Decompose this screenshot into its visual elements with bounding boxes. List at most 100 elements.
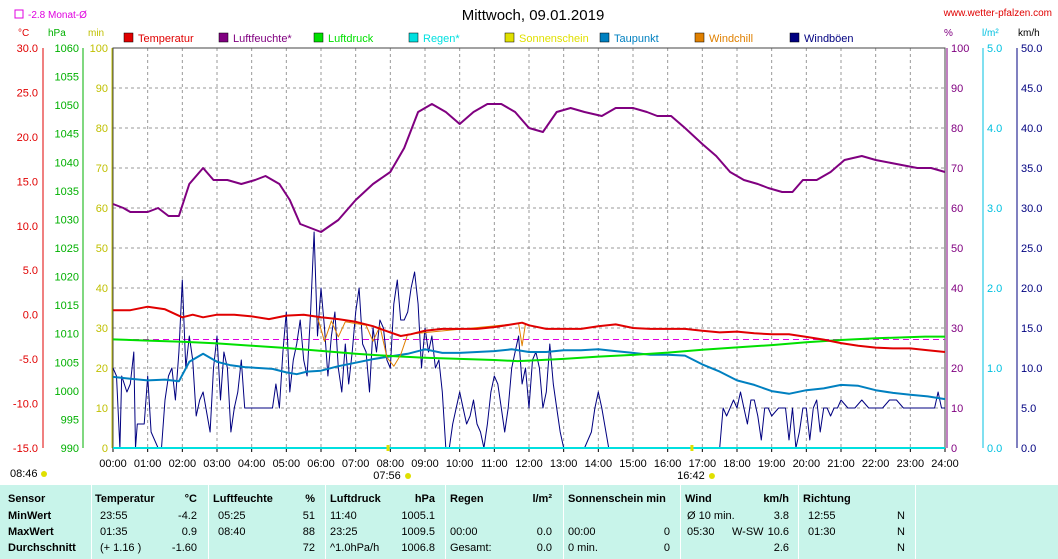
x-tick-label: 24:00	[931, 458, 959, 470]
legend-swatch	[218, 32, 229, 43]
x-tick-label: 12:00	[515, 458, 543, 470]
stats-dir-value: N	[897, 526, 905, 538]
stats-header: Sensor	[8, 493, 46, 505]
sunshine-tick-label: 40	[96, 283, 108, 295]
x-tick-label: 01:00	[134, 458, 162, 470]
x-tick-label: 21:00	[827, 458, 855, 470]
x-tick-label: 08:00	[377, 458, 405, 470]
wind-tick-label: 35.0	[1021, 163, 1042, 175]
stats-hum-value: 51	[302, 510, 315, 522]
pressure-tick-label: 1000	[55, 386, 79, 398]
stats-row-label: MinWert	[8, 510, 52, 522]
humidity-unit: %	[944, 28, 953, 39]
temperature-tick-label: -10.0	[13, 399, 38, 411]
stats-hum-value: 88	[302, 526, 315, 538]
pressure-tick-label: 1005	[55, 357, 79, 369]
stats-wind-value: 3.8	[773, 510, 789, 522]
wind-tick-label: 50.0	[1021, 43, 1042, 55]
legend-swatch	[408, 32, 419, 43]
sunset-time: 16:42	[677, 470, 705, 482]
stats-dir-time: 01:30	[808, 526, 836, 538]
legend-label: Windchill	[709, 33, 753, 45]
stats-temp-value: 0.9	[181, 526, 197, 538]
temperature-tick-label: 30.0	[17, 43, 38, 55]
temperature-tick-label: -5.0	[19, 354, 38, 366]
stats-temp-time: 01:35	[100, 526, 128, 538]
wind-tick-label: 15.0	[1021, 323, 1042, 335]
humidity-tick-label: 30	[951, 323, 963, 335]
legend-swatch	[504, 32, 515, 43]
legend-swatch	[694, 32, 705, 43]
stats-divider	[798, 485, 799, 559]
stats-header-unit: l/m²	[532, 493, 552, 505]
stats-press-time: 23:25	[330, 526, 358, 538]
x-tick-label: 18:00	[723, 458, 751, 470]
stats-press-value: 1009.5	[401, 526, 435, 538]
stats-divider	[91, 485, 92, 559]
sunshine-tick-label: 80	[96, 123, 108, 135]
chart-series	[112, 103, 946, 449]
stats-row-label: MaxWert	[8, 526, 54, 538]
pressure-tick-label: 1055	[55, 72, 79, 84]
legend-swatch	[599, 32, 610, 43]
x-tick-label: 04:00	[238, 458, 266, 470]
x-tick-label: 05:00	[273, 458, 301, 470]
x-tick-label: 17:00	[689, 458, 717, 470]
pressure-tick-label: 1060	[55, 43, 79, 55]
sunshine-tick-label: 50	[96, 243, 108, 255]
wind-tick-label: 45.0	[1021, 83, 1042, 95]
pressure-tick-label: 1050	[55, 100, 79, 112]
stats-press-value: 1005.1	[401, 510, 435, 522]
rain-unit: l/m²	[982, 28, 999, 39]
monthly-avg-label: -2.8 Monat-Ø	[28, 10, 87, 21]
sunshine-tick-label: 70	[96, 163, 108, 175]
stats-sun-time: 0 min.	[568, 542, 598, 554]
wind-tick-label: 20.0	[1021, 283, 1042, 295]
legend-label: Sonnenschein	[519, 33, 589, 45]
series-line-luftfeuchte	[112, 103, 946, 233]
sunrise-sun-icon	[405, 473, 412, 479]
website-url[interactable]: www.wetter-pfalzen.com	[943, 8, 1052, 19]
stats-dir-time: 12:55	[808, 510, 836, 522]
legend-label: Luftdruck	[328, 33, 374, 45]
wind-tick-label: 5.0	[1021, 403, 1036, 415]
series-line-temperatur	[113, 305, 946, 353]
stats-sun-time: 00:00	[568, 526, 596, 538]
humidity-tick-label: 90	[951, 83, 963, 95]
rain-tick-label: 3.0	[987, 203, 1002, 215]
stats-header-unit: °C	[184, 493, 197, 505]
legend-label: Taupunkt	[614, 33, 659, 45]
stats-wind-direction: W-SW	[732, 526, 764, 538]
stats-press-value: 1006.8	[401, 542, 435, 554]
rain-tick-label: 2.0	[987, 283, 1002, 295]
stats-header: Sonnenschein min	[568, 493, 666, 505]
x-tick-label: 00:00	[99, 458, 127, 470]
stats-divider	[915, 485, 916, 559]
stats-wind-time: Ø 10 min.	[687, 510, 735, 522]
pressure-tick-label: 1045	[55, 129, 79, 141]
stats-wind-value: 10.6	[767, 526, 789, 538]
stats-header: Wind	[685, 493, 712, 505]
x-tick-label: 06:00	[307, 458, 335, 470]
stats-header-unit: %	[305, 493, 315, 505]
stats-temp-value: -1.60	[171, 542, 197, 554]
stats-rain-value: 0.0	[536, 542, 552, 554]
x-tick-label: 13:00	[550, 458, 578, 470]
legend-label: Luftfeuchte*	[233, 33, 292, 45]
pressure-tick-label: 1040	[55, 157, 79, 169]
stats-header: Luftdruck	[330, 493, 381, 505]
sunshine-tick-label: 0	[102, 443, 108, 455]
sunshine-tick-label: 10	[96, 403, 108, 415]
sunset-sun-icon	[708, 473, 715, 479]
sunshine-tick-label: 60	[96, 203, 108, 215]
legend-swatch	[123, 32, 134, 43]
x-tick-label: 14:00	[585, 458, 613, 470]
wind-tick-label: 30.0	[1021, 203, 1042, 215]
pressure-tick-label: 990	[61, 443, 79, 455]
sunshine-unit: min	[88, 28, 104, 39]
stats-divider	[325, 485, 326, 559]
x-tick-label: 23:00	[897, 458, 925, 470]
stats-temp-time: (+ 1.16 )	[100, 542, 142, 554]
weather-chart: Mittwoch, 09.01.2019 www.wetter-pfalzen.…	[10, 7, 1052, 482]
chart-title: Mittwoch, 09.01.2019	[462, 7, 605, 24]
